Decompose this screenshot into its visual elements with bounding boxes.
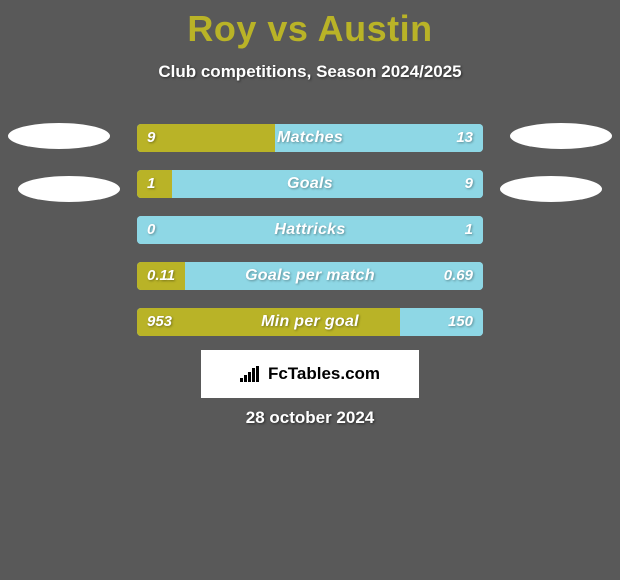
stat-bar-row: Goals per match0.11 0.69 (137, 262, 483, 290)
team-logo-right (510, 123, 612, 149)
date-text: 28 october 2024 (0, 408, 620, 428)
team-logo-left-2 (18, 176, 120, 202)
page-title: Roy vs Austin (0, 0, 620, 50)
stat-bar-label: Goals (137, 170, 483, 198)
stat-bar-left-value: 9 (137, 124, 165, 152)
stat-bars: Matches913Goals19Hattricks01Goals per ma… (137, 124, 483, 354)
stat-bar-right-value: 9 (455, 170, 483, 198)
stat-bar-left-value: 953 (137, 308, 182, 336)
stat-bar-label: Matches (137, 124, 483, 152)
attribution-badge: FcTables.com (201, 350, 419, 398)
stat-bar-row: Hattricks0 1 (137, 216, 483, 244)
stat-bar-right-value: 150 (438, 308, 483, 336)
stat-bar-left-value: 0 (137, 216, 165, 244)
stat-bar-row: Min per goal953 150 (137, 308, 483, 336)
stat-bar-left-value: 0.11 (137, 262, 185, 290)
page-subtitle: Club competitions, Season 2024/2025 (0, 62, 620, 82)
team-logo-right-2 (500, 176, 602, 202)
stat-bar-right-value: 1 (455, 216, 483, 244)
stat-bar-row: Goals1 9 (137, 170, 483, 198)
comparison-infographic: Roy vs Austin Club competitions, Season … (0, 0, 620, 580)
stat-bar-right-value: 13 (446, 124, 483, 152)
attribution-text: FcTables.com (268, 364, 380, 384)
stat-bar-label: Goals per match (137, 262, 483, 290)
stat-bar-label: Hattricks (137, 216, 483, 244)
bars-icon (240, 366, 262, 382)
team-logo-left (8, 123, 110, 149)
stat-bar-label: Min per goal (137, 308, 483, 336)
stat-bar-row: Matches9 13 (137, 124, 483, 152)
stat-bar-left-value: 1 (137, 170, 165, 198)
stat-bar-right-value: 0.69 (434, 262, 483, 290)
